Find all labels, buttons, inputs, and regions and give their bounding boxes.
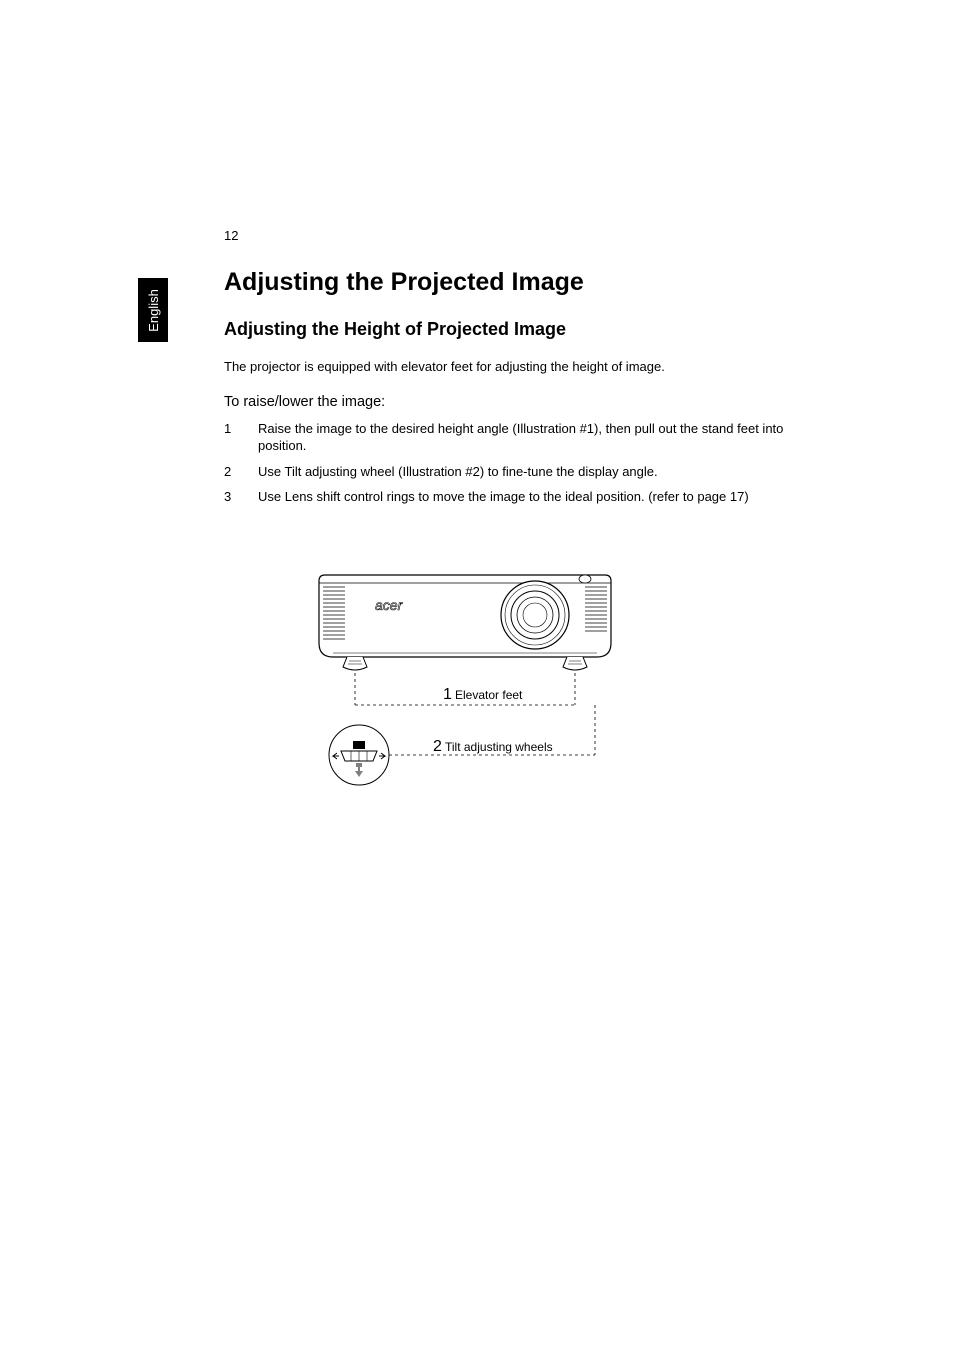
heading-3: To raise/lower the image: [224, 394, 784, 410]
list-item: 2 Use Tilt adjusting wheel (Illustration… [224, 463, 784, 481]
steps-list: 1 Raise the image to the desired height … [224, 420, 784, 506]
list-item: 3 Use Lens shift control rings to move t… [224, 488, 784, 506]
svg-text:1: 1 [443, 686, 452, 703]
page-content: Adjusting the Projected Image Adjusting … [224, 268, 784, 514]
language-tab-label: English [146, 289, 161, 332]
step-text: Raise the image to the desired height an… [258, 420, 784, 455]
intro-text: The projector is equipped with elevator … [224, 358, 784, 376]
step-text: Use Lens shift control rings to move the… [258, 488, 784, 506]
step-number: 1 [224, 420, 258, 455]
svg-text:2: 2 [433, 738, 442, 755]
step-number: 3 [224, 488, 258, 506]
projector-illustration: acer 1 Elevator feet [315, 565, 615, 815]
brand-label: acer [375, 597, 404, 613]
callout-1-label: Elevator feet [455, 688, 523, 702]
step-text: Use Tilt adjusting wheel (Illustration #… [258, 463, 784, 481]
callout-2-label: Tilt adjusting wheels [445, 740, 553, 754]
projector-figure: acer 1 Elevator feet [315, 565, 615, 815]
page-number: 12 [224, 228, 238, 243]
heading-1: Adjusting the Projected Image [224, 268, 784, 297]
list-item: 1 Raise the image to the desired height … [224, 420, 784, 455]
step-number: 2 [224, 463, 258, 481]
heading-2: Adjusting the Height of Projected Image [224, 319, 784, 340]
language-tab: English [138, 278, 168, 342]
